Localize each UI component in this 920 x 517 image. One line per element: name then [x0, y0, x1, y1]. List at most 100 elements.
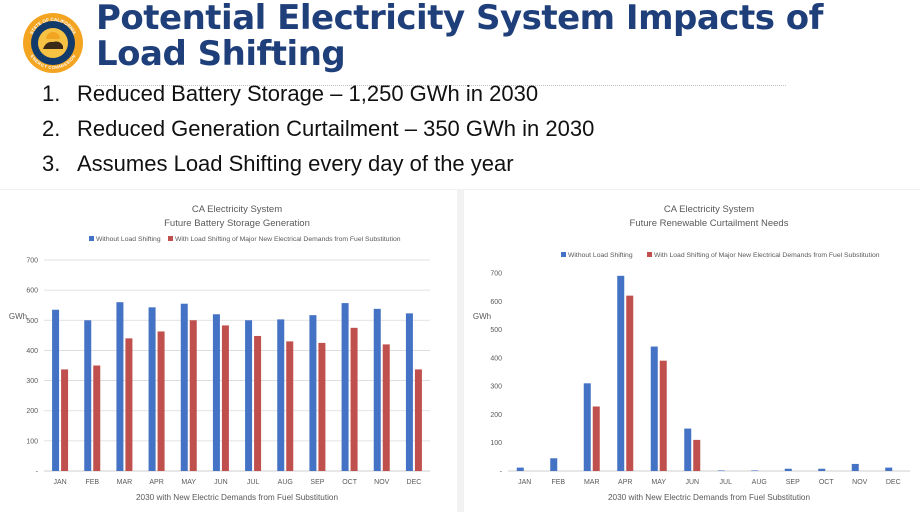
legend-label: With Load Shifting of Major New Electric…	[654, 252, 880, 259]
y-tick-label: 100	[490, 440, 502, 447]
chart-title: CA Electricity System	[192, 204, 282, 215]
bar-without-shifting	[245, 320, 253, 471]
x-tick-label: FEB	[85, 479, 99, 486]
legend-swatch	[89, 236, 94, 241]
bar-without-shifting	[617, 275, 625, 471]
bar-without-shifting	[373, 308, 381, 471]
x-tick-label: OCT	[342, 479, 358, 486]
x-tick-label: DEC	[407, 479, 422, 486]
bar-without-shifting	[52, 309, 60, 471]
bar-with-shifting	[286, 341, 294, 471]
bar-with-shifting	[93, 365, 101, 471]
y-tick-label: 600	[26, 288, 38, 295]
x-tick-label: MAY	[181, 479, 196, 486]
bar-without-shifting	[818, 468, 826, 471]
x-tick-label: JUL	[247, 479, 260, 486]
x-tick-label: MAY	[651, 479, 666, 486]
bar-without-shifting	[148, 307, 156, 471]
legend-swatch	[561, 252, 566, 257]
bar-without-shifting	[784, 468, 792, 471]
bullet-number: 3.	[42, 151, 61, 176]
bullet-item: 1. Reduced Battery Storage – 1,250 GWh in…	[42, 76, 594, 111]
bar-without-shifting	[516, 467, 524, 471]
y-tick-label: 700	[490, 271, 502, 278]
x-tick-label: MAR	[584, 479, 600, 486]
bar-with-shifting	[382, 344, 390, 471]
bar-with-shifting	[318, 342, 326, 471]
y-tick-label: 100	[26, 438, 38, 445]
chart-subtitle: Future Battery Storage Generation	[164, 218, 310, 229]
curtailment-chart: CA Electricity System Future Renewable Cu…	[473, 204, 910, 502]
legend-label: Without Load Shifting	[568, 252, 633, 259]
state-seal-icon: STATE OF CALIFORNIA ENERGY COMMISSION	[23, 13, 83, 73]
legend-label: With Load Shifting of Major New Electric…	[175, 236, 401, 243]
battery-storage-chart-panel: CA Electricity System Future Battery Stor…	[0, 190, 457, 512]
bullet-text: Assumes Load Shifting every day of the y…	[77, 151, 514, 176]
bar-without-shifting	[717, 470, 725, 471]
title-divider	[96, 85, 786, 86]
bar-without-shifting	[277, 319, 285, 471]
bar-with-shifting	[189, 320, 197, 471]
bar-with-shifting	[125, 338, 133, 471]
legend-swatch	[647, 252, 652, 257]
x-tick-label: APR	[149, 479, 163, 486]
y-tick-label: -	[36, 469, 39, 476]
legend-swatch	[168, 236, 173, 241]
bar-without-shifting	[550, 458, 558, 471]
x-tick-label: JAN	[518, 479, 531, 486]
x-axis-label: 2030 with New Electric Demands from Fuel…	[136, 493, 338, 502]
y-tick-label: 200	[26, 408, 38, 415]
bar-without-shifting	[116, 302, 124, 471]
bullet-list: 1. Reduced Battery Storage – 1,250 GWh in…	[42, 76, 594, 181]
page-title: Potential Electricity System Impacts of …	[96, 0, 823, 72]
bar-without-shifting	[851, 463, 859, 471]
bar-with-shifting	[221, 325, 229, 471]
y-tick-label: 500	[26, 318, 38, 325]
bar-without-shifting	[650, 346, 658, 471]
x-tick-label: JUN	[214, 479, 228, 486]
battery-storage-chart: CA Electricity System Future Battery Stor…	[9, 204, 430, 502]
bar-without-shifting	[583, 383, 591, 471]
y-axis-label: GWh	[473, 312, 491, 321]
bullet-item: 3. Assumes Load Shifting every day of the…	[42, 146, 594, 181]
x-tick-label: APR	[618, 479, 632, 486]
x-tick-label: FEB	[551, 479, 565, 486]
y-tick-label: 300	[490, 384, 502, 391]
y-tick-label: 200	[490, 412, 502, 419]
bar-without-shifting	[405, 313, 413, 471]
y-tick-label: 400	[26, 348, 38, 355]
x-tick-label: SEP	[786, 479, 800, 486]
bar-with-shifting	[592, 406, 600, 471]
bullet-item: 2. Reduced Generation Curtailment – 350 G…	[42, 111, 594, 146]
x-tick-label: SEP	[310, 479, 324, 486]
x-tick-label: JAN	[53, 479, 66, 486]
x-tick-label: DEC	[886, 479, 901, 486]
y-axis-label: GWh	[9, 312, 27, 321]
chart-title: CA Electricity System	[664, 204, 754, 215]
bar-with-shifting	[693, 439, 701, 471]
x-axis-label: 2030 with New Electric Demands from Fuel…	[608, 493, 810, 502]
curtailment-chart-panel: CA Electricity System Future Renewable Cu…	[464, 190, 920, 512]
y-tick-label: 600	[490, 299, 502, 306]
bar-with-shifting	[414, 369, 422, 471]
x-tick-label: AUG	[752, 479, 767, 486]
bar-without-shifting	[180, 303, 188, 471]
bar-without-shifting	[309, 315, 317, 471]
y-tick-label: 300	[26, 378, 38, 385]
bar-with-shifting	[350, 327, 358, 471]
bullet-number: 1.	[42, 81, 61, 106]
bar-with-shifting	[626, 295, 634, 471]
y-tick-label: 500	[490, 327, 502, 334]
bar-without-shifting	[84, 320, 92, 471]
bar-with-shifting	[157, 331, 165, 471]
x-tick-label: MAR	[117, 479, 133, 486]
bullet-number: 2.	[42, 116, 61, 141]
x-tick-label: NOV	[374, 479, 390, 486]
y-tick-label: -	[500, 469, 503, 476]
seal-sun-shape	[46, 32, 60, 39]
x-tick-label: JUN	[685, 479, 699, 486]
bar-without-shifting	[751, 470, 759, 471]
bar-with-shifting	[254, 335, 262, 471]
x-tick-label: OCT	[819, 479, 835, 486]
y-tick-label: 400	[490, 355, 502, 362]
